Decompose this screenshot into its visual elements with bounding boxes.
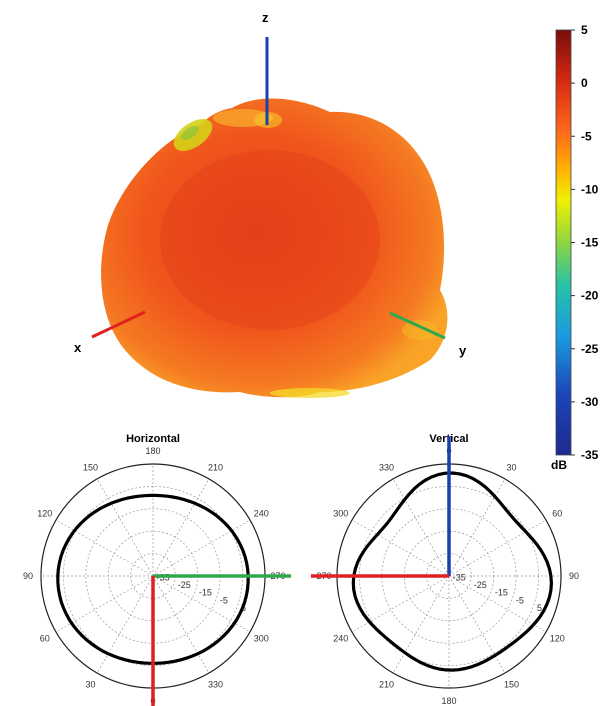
polar-spoke bbox=[96, 575, 154, 674]
polar-radial-label: -25 bbox=[178, 580, 191, 590]
polar-angle-label: 240 bbox=[254, 509, 269, 519]
polar-radial-label: -15 bbox=[199, 588, 212, 598]
colorbar-unit: dB bbox=[551, 458, 567, 472]
colorbar-tick-label: -5 bbox=[581, 129, 592, 143]
polar-spoke bbox=[448, 575, 547, 633]
polar-angle-label: 60 bbox=[40, 634, 50, 644]
polar-angle-label: 150 bbox=[504, 679, 519, 689]
polar-angle-label: 330 bbox=[379, 463, 394, 473]
colorbar-tick-label: -25 bbox=[581, 342, 599, 356]
polar-angle-label: 30 bbox=[506, 463, 516, 473]
colorbar-gradient bbox=[555, 29, 572, 456]
polar-radial-label: -5 bbox=[516, 595, 524, 605]
polar-angle-label: 60 bbox=[552, 509, 562, 519]
polar-angle-label: 240 bbox=[333, 634, 348, 644]
colorbar-ticks: 5 0 -5 -10 -15 -20 -25 -30 -35 bbox=[571, 23, 599, 462]
colorbar-tick-label: -30 bbox=[581, 395, 599, 409]
polar-spoke bbox=[152, 519, 251, 577]
colorbar: 5 0 -5 -10 -15 -20 -25 -30 -35 dB bbox=[551, 23, 599, 472]
polar-spoke bbox=[152, 575, 210, 674]
colorbar-tick-label: -10 bbox=[581, 182, 599, 196]
pattern-3d bbox=[101, 98, 448, 398]
polar-spoke bbox=[448, 478, 506, 577]
x-axis-3d bbox=[91, 310, 146, 339]
polar-spoke bbox=[351, 575, 450, 633]
pattern-3d-surface bbox=[101, 98, 448, 398]
z-axis-label: z bbox=[262, 10, 269, 25]
polar-spoke bbox=[392, 478, 450, 577]
polar-pattern-curve bbox=[56, 493, 250, 665]
colorbar-tick-label: -35 bbox=[581, 448, 599, 462]
polar-spoke bbox=[55, 519, 154, 577]
y-axis-3d bbox=[389, 311, 446, 340]
polar-spoke bbox=[351, 519, 450, 577]
polar-angle-label: 180 bbox=[145, 446, 160, 456]
polar-radial-label: 5 bbox=[537, 603, 542, 613]
x-axis-label: x bbox=[74, 340, 82, 355]
polar-spoke bbox=[448, 519, 547, 577]
polar-angle-label: 150 bbox=[83, 463, 98, 473]
polar-spoke bbox=[96, 478, 154, 577]
polar-angle-label: 210 bbox=[379, 679, 394, 689]
polar-angle-label: 330 bbox=[208, 679, 223, 689]
polar-angle-label: 300 bbox=[254, 634, 269, 644]
colorbar-tick-label: 5 bbox=[581, 23, 588, 37]
axes-3d: z x y bbox=[74, 10, 467, 358]
polar-angle-label: 300 bbox=[333, 509, 348, 519]
colorbar-tick-label: -15 bbox=[581, 236, 599, 250]
polar-spoke bbox=[392, 575, 450, 674]
polar-radial-label: -25 bbox=[474, 580, 487, 590]
polar-angle-label: 120 bbox=[37, 509, 52, 519]
polar-radial-label: -5 bbox=[220, 595, 228, 605]
polar-plot-vertical: Vertical0330300270240210180150120906030-… bbox=[311, 433, 579, 706]
colorbar-tick-label: -20 bbox=[581, 289, 599, 303]
polar-spoke bbox=[152, 478, 210, 577]
polar-angle-label: 180 bbox=[441, 696, 456, 706]
polar-angle-label: 120 bbox=[550, 634, 565, 644]
polar-angle-label: 30 bbox=[85, 679, 95, 689]
polar-angle-label: 210 bbox=[208, 463, 223, 473]
y-axis-label: y bbox=[459, 343, 467, 358]
polar-angle-label: 90 bbox=[23, 571, 33, 581]
polar-radial-label: -35 bbox=[453, 572, 466, 582]
colorbar-tick-label: 0 bbox=[581, 76, 588, 90]
polar-radial-label: -15 bbox=[495, 588, 508, 598]
polar-title: Horizontal bbox=[126, 433, 180, 445]
polar-angle-label: 90 bbox=[569, 571, 579, 581]
polar-plot-horizontal: Horizontal180150120906030033030027024021… bbox=[23, 433, 291, 706]
